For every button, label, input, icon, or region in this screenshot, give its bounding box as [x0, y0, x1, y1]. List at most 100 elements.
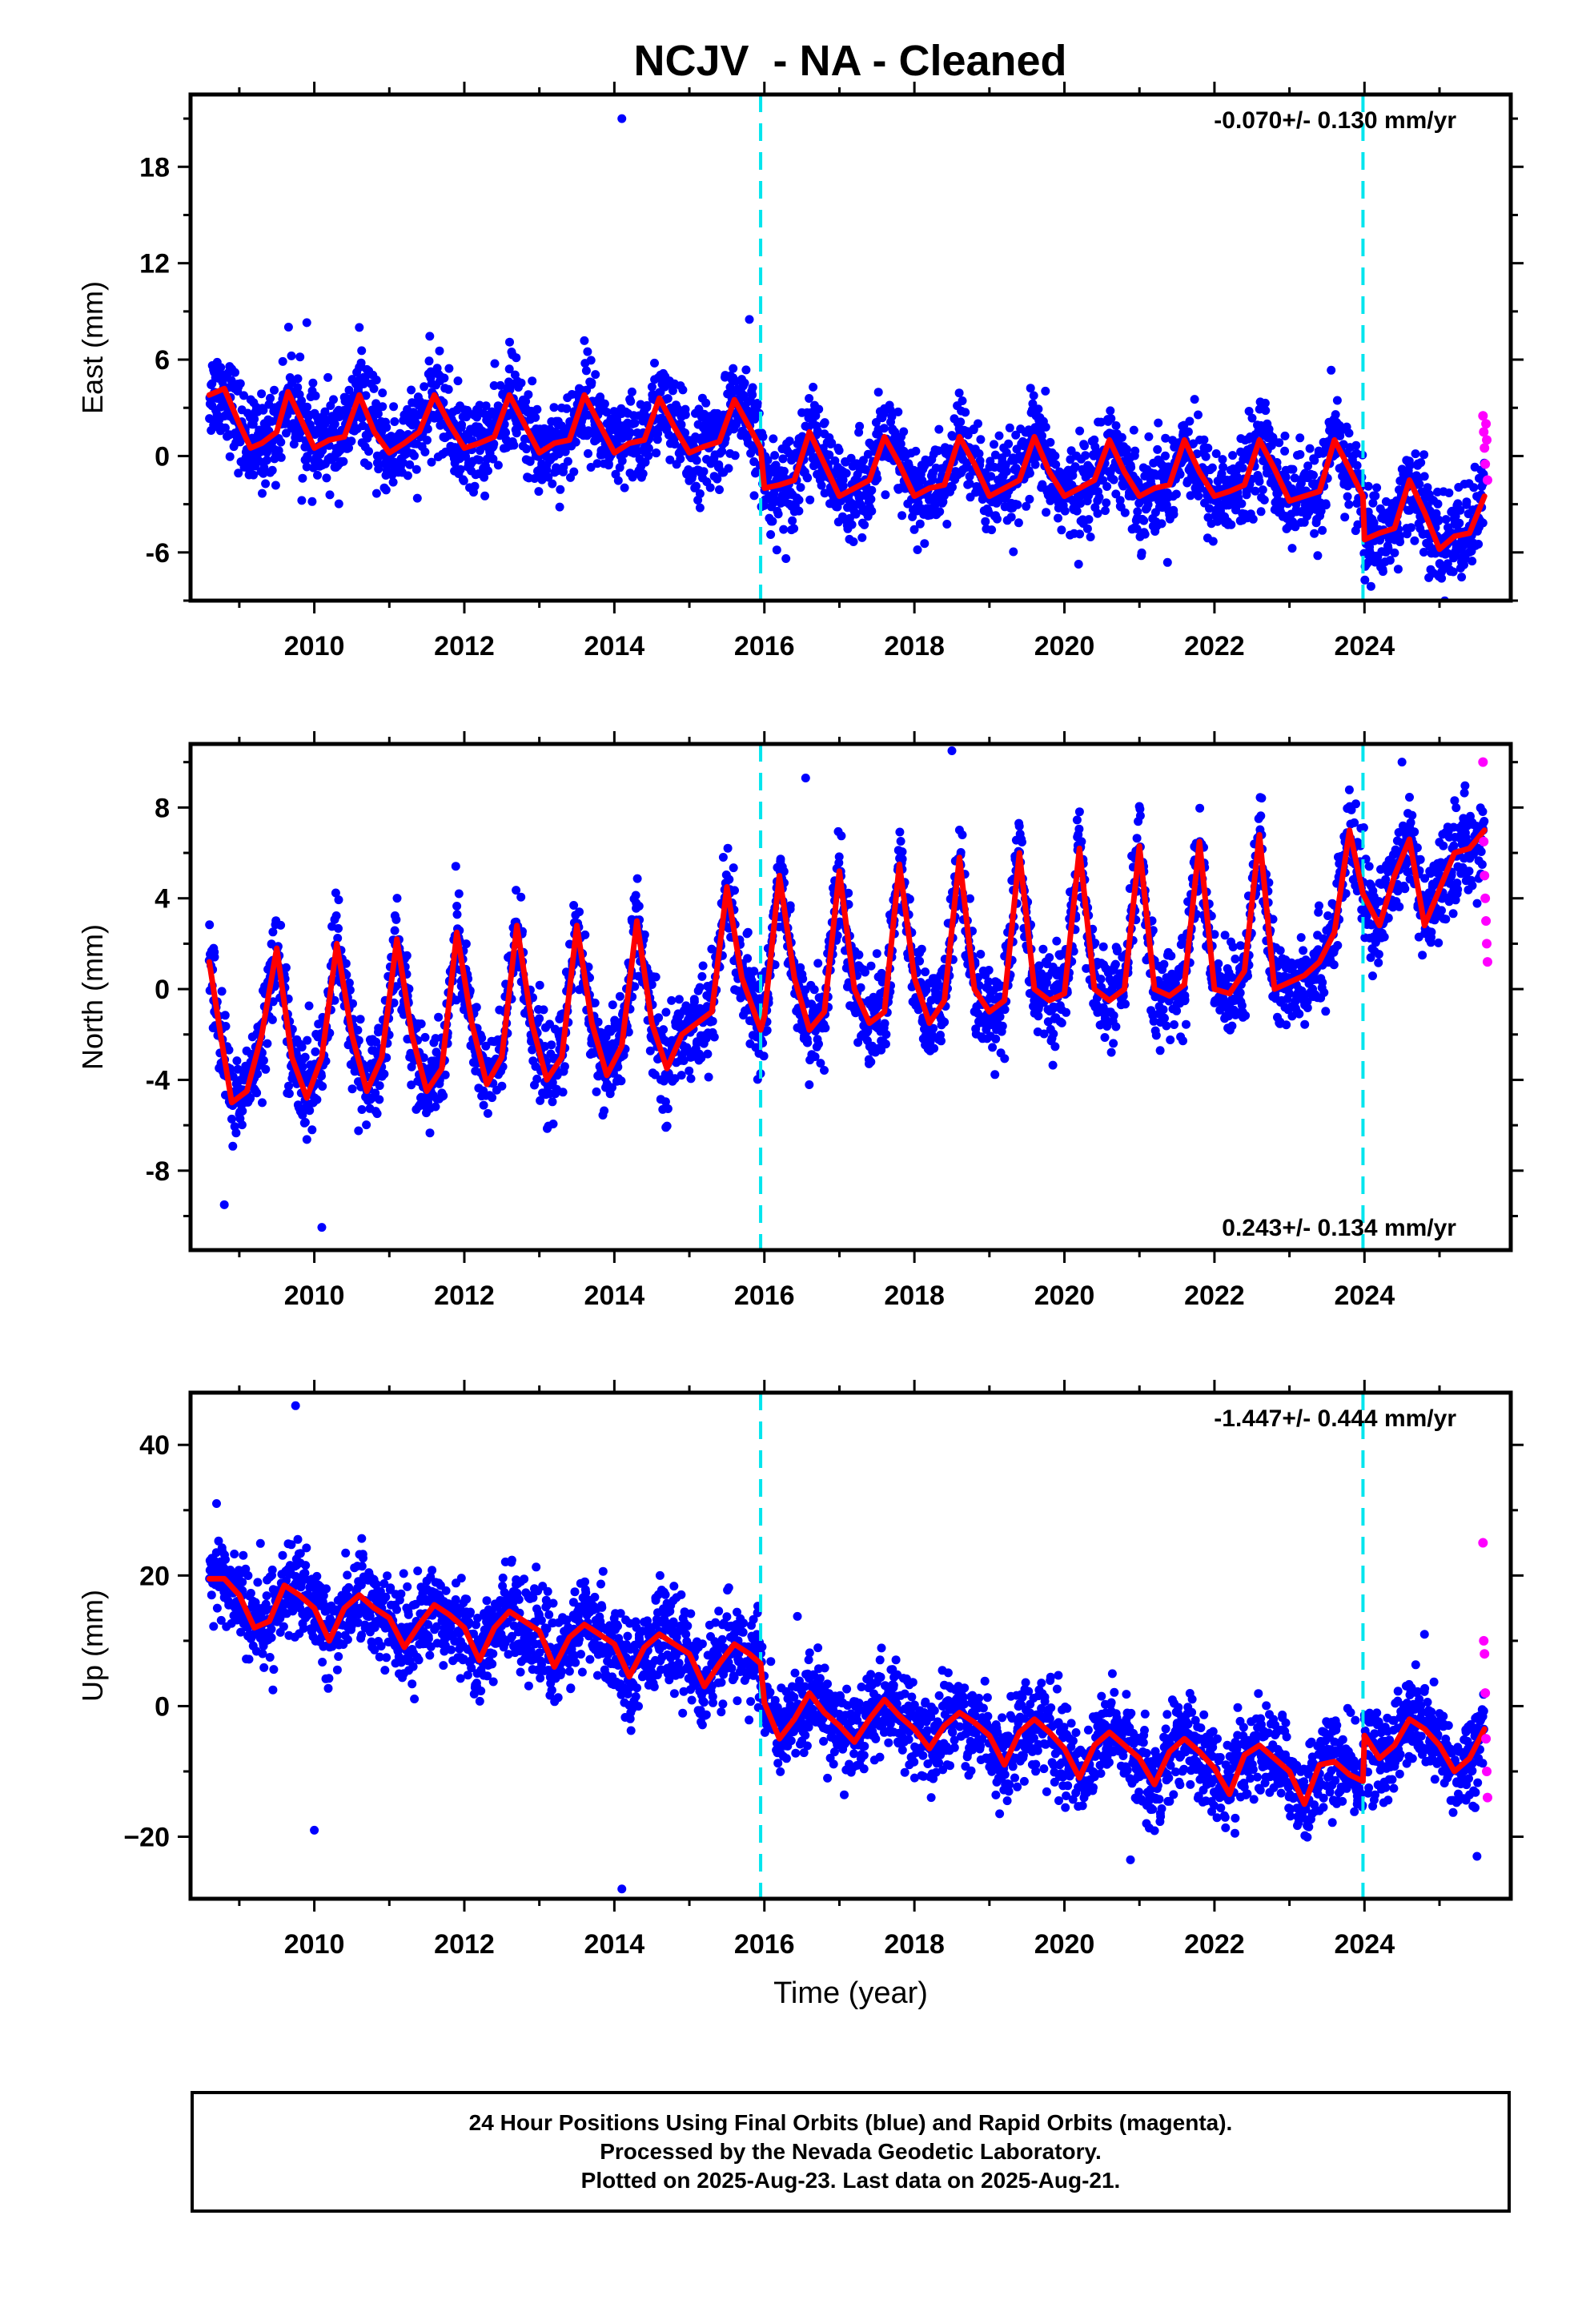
final-point: [642, 400, 652, 410]
final-point: [237, 1120, 247, 1130]
final-point: [297, 496, 307, 505]
final-point: [647, 382, 656, 392]
final-point: [263, 448, 271, 457]
final-point: [453, 376, 463, 386]
final-point: [608, 1083, 616, 1092]
final-point: [270, 385, 279, 395]
final-point: [917, 476, 927, 485]
final-point: [1169, 509, 1178, 519]
final-point: [1060, 506, 1070, 516]
final-point: [1084, 515, 1094, 525]
final-point: [867, 485, 877, 495]
final-point: [330, 995, 339, 1005]
final-point: [1368, 498, 1378, 508]
final-point: [1280, 431, 1290, 440]
final-point: [768, 517, 777, 526]
final-point: [872, 949, 881, 959]
final-point: [715, 485, 724, 494]
final-point: [331, 911, 341, 920]
final-point: [1075, 529, 1085, 539]
final-point: [741, 365, 751, 375]
final-point: [548, 1120, 558, 1128]
final-point: [650, 1070, 660, 1080]
final-point: [311, 1047, 320, 1056]
final-point: [372, 1109, 382, 1119]
final-point: [1352, 460, 1362, 470]
final-point: [1102, 482, 1112, 491]
final-point: [221, 1022, 231, 1031]
final-point: [1144, 432, 1154, 441]
final-point: [454, 889, 464, 899]
final-point: [773, 509, 783, 519]
final-point: [820, 489, 829, 498]
final-point: [724, 464, 733, 473]
x-tick-label: 2012: [434, 631, 495, 661]
final-point: [258, 489, 267, 498]
final-point: [497, 1081, 507, 1091]
final-point: [809, 985, 819, 995]
final-point: [779, 525, 789, 534]
final-point: [665, 455, 675, 464]
final-point: [863, 449, 873, 459]
final-point: [1259, 495, 1269, 505]
rapid-point: [1479, 427, 1489, 437]
final-point: [663, 394, 673, 404]
final-point: [1295, 433, 1305, 443]
final-point: [431, 1102, 440, 1112]
east-rate-label: -0.070+/- 0.130 mm/yr: [1214, 107, 1456, 134]
final-point: [379, 1069, 389, 1079]
final-point: [536, 1096, 545, 1105]
final-point: [661, 1007, 671, 1017]
final-point: [881, 490, 890, 500]
final-point: [1046, 437, 1055, 447]
final-point: [1318, 525, 1327, 535]
final-point: [391, 915, 401, 924]
final-point: [1213, 517, 1223, 526]
final-point: [974, 419, 982, 428]
final-point: [1154, 418, 1163, 428]
final-point: [412, 493, 422, 503]
final-point: [1002, 467, 1011, 476]
final-point: [1372, 483, 1382, 493]
final-point: [1117, 432, 1126, 442]
final-point: [1109, 475, 1118, 485]
final-point: [1260, 398, 1270, 408]
final-point: [258, 1098, 267, 1108]
final-point: [302, 462, 311, 472]
final-point: [644, 451, 653, 460]
final-point: [863, 1027, 873, 1035]
final-point: [322, 473, 331, 483]
final-point: [803, 473, 813, 483]
final-point: [1194, 410, 1203, 420]
final-point: [877, 1045, 886, 1055]
final-point: [220, 1011, 230, 1020]
final-point: [866, 1057, 876, 1067]
final-point: [1074, 560, 1083, 569]
final-point: [1228, 451, 1238, 460]
final-point: [1140, 529, 1150, 539]
final-point: [723, 843, 733, 853]
final-point: [330, 420, 339, 428]
final-point: [1004, 439, 1014, 448]
final-point: [1344, 500, 1354, 509]
final-point: [1132, 524, 1142, 533]
final-point: [1403, 529, 1411, 539]
x-tick-label: 2022: [1184, 631, 1245, 661]
final-point: [681, 410, 690, 420]
final-point: [320, 407, 330, 416]
final-point: [956, 417, 966, 427]
final-point: [1434, 515, 1443, 525]
final-point: [670, 440, 680, 449]
final-point: [1186, 491, 1195, 501]
y-tick-label: 6: [155, 345, 170, 376]
final-point: [856, 983, 865, 992]
final-point: [276, 452, 286, 462]
final-point: [695, 983, 705, 992]
final-point: [227, 1114, 236, 1124]
final-point: [993, 514, 1002, 524]
final-point: [1474, 540, 1484, 549]
final-point: [461, 939, 471, 949]
final-point: [274, 446, 283, 456]
final-point: [771, 460, 781, 470]
final-point: [1443, 549, 1452, 558]
